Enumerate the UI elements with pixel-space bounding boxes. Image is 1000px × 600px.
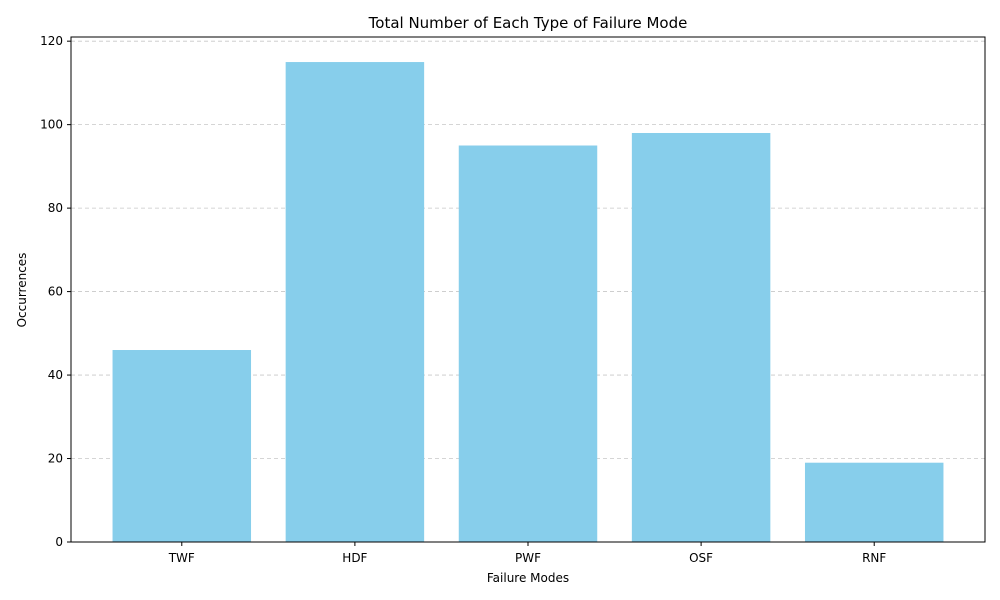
x-axis-label: Failure Modes <box>487 571 569 585</box>
x-tick-label: HDF <box>342 551 367 565</box>
y-tick-label: 60 <box>48 285 63 299</box>
y-tick-label: 40 <box>48 368 63 382</box>
chart-title: Total Number of Each Type of Failure Mod… <box>368 14 688 32</box>
x-tick-label: OSF <box>689 551 713 565</box>
x-tick-label: PWF <box>515 551 541 565</box>
y-axis-ticks: 0 20 40 60 80 100 120 <box>40 34 71 549</box>
bar-osf <box>631 132 771 542</box>
y-tick-label: 20 <box>48 452 63 466</box>
x-tick-label: RNF <box>862 551 886 565</box>
y-tick-label: 120 <box>40 34 63 48</box>
bar-hdf <box>285 62 425 542</box>
bars <box>112 62 944 542</box>
y-tick-label: 100 <box>40 118 63 132</box>
bar-twf <box>112 350 252 542</box>
x-axis-ticks: TWF HDF PWF OSF RNF <box>168 542 886 565</box>
bar-rnf <box>804 462 944 542</box>
x-tick-label: TWF <box>168 551 195 565</box>
y-tick-label: 0 <box>55 535 63 549</box>
bar-pwf <box>458 145 598 542</box>
y-tick-label: 80 <box>48 201 63 215</box>
y-axis-label: Occurrences <box>15 253 29 328</box>
